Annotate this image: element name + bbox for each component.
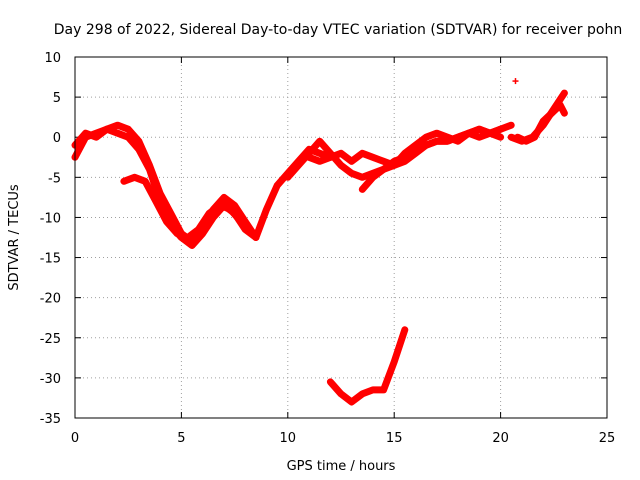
y-tick-label: -30 bbox=[40, 372, 61, 387]
chart-title: Day 298 of 2022, Sidereal Day-to-day VTE… bbox=[54, 22, 622, 38]
series-track-8 bbox=[514, 101, 568, 145]
y-tick-label: -10 bbox=[40, 211, 61, 226]
grid bbox=[75, 57, 607, 418]
series-track-6 bbox=[358, 125, 505, 193]
y-tick-label: 10 bbox=[44, 51, 61, 66]
plot-frame bbox=[74, 56, 608, 419]
series-point-outlier bbox=[512, 78, 519, 85]
ticks: 0 5 10 15 20 25 10 5 0 -5 -10 -15 -20 -25 -30 -35 bbox=[40, 51, 616, 446]
y-tick-label: 0 bbox=[53, 131, 61, 146]
y-tick-label: -20 bbox=[40, 292, 61, 307]
series-track-3 bbox=[120, 173, 256, 241]
x-tick-label: 20 bbox=[492, 431, 509, 446]
y-tick-label: 5 bbox=[53, 91, 61, 106]
y-tick-label: -5 bbox=[48, 171, 61, 186]
x-tick-label: 5 bbox=[177, 431, 185, 446]
x-axis-title: GPS time / hours bbox=[287, 459, 396, 474]
y-tick-label: -15 bbox=[40, 252, 61, 267]
y-tick-label: -25 bbox=[40, 332, 61, 347]
x-tick-label: 15 bbox=[386, 431, 403, 446]
plot-series bbox=[71, 78, 568, 406]
series-track-2 bbox=[71, 125, 260, 249]
y-axis-title: SDTVAR / TECUs bbox=[7, 184, 22, 291]
y-tick-label: -35 bbox=[40, 412, 61, 427]
x-tick-label: 25 bbox=[599, 431, 616, 446]
x-tick-label: 10 bbox=[280, 431, 297, 446]
x-tick-label: 0 bbox=[71, 431, 79, 446]
series-track-9 bbox=[326, 326, 409, 406]
